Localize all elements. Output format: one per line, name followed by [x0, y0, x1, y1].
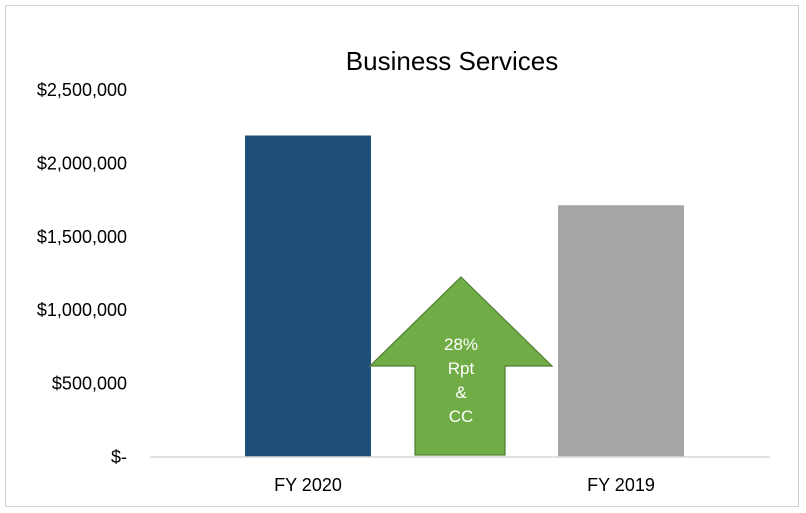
arrow-label-line: CC	[449, 407, 474, 426]
y-tick-label: $2,500,000	[37, 80, 127, 100]
arrow-label-line: 28%	[444, 335, 478, 354]
bars	[245, 135, 684, 457]
x-axis-labels: FY 2020 FY 2019	[274, 475, 655, 495]
up-arrow-icon	[368, 276, 554, 456]
y-tick-label: $2,000,000	[37, 153, 127, 173]
x-category-label: FY 2020	[274, 475, 342, 495]
arrow-label-line: &	[455, 383, 467, 402]
bar-fy-2020	[245, 135, 371, 457]
arrow-label-line: Rpt	[448, 359, 475, 378]
y-tick-label: $1,500,000	[37, 227, 127, 247]
y-tick-label: $1,000,000	[37, 300, 127, 320]
x-category-label: FY 2019	[587, 475, 655, 495]
chart-title: Business Services	[346, 46, 558, 76]
bar-fy-2019	[558, 205, 684, 457]
y-axis-ticks: $- $500,000 $1,000,000 $1,500,000 $2,000,000…	[37, 80, 127, 467]
y-tick-label: $-	[111, 447, 127, 467]
y-tick-label: $500,000	[52, 374, 127, 394]
arrow-label: 28% Rpt & CC	[444, 335, 478, 426]
growth-arrow: 28% Rpt & CC	[368, 276, 554, 456]
